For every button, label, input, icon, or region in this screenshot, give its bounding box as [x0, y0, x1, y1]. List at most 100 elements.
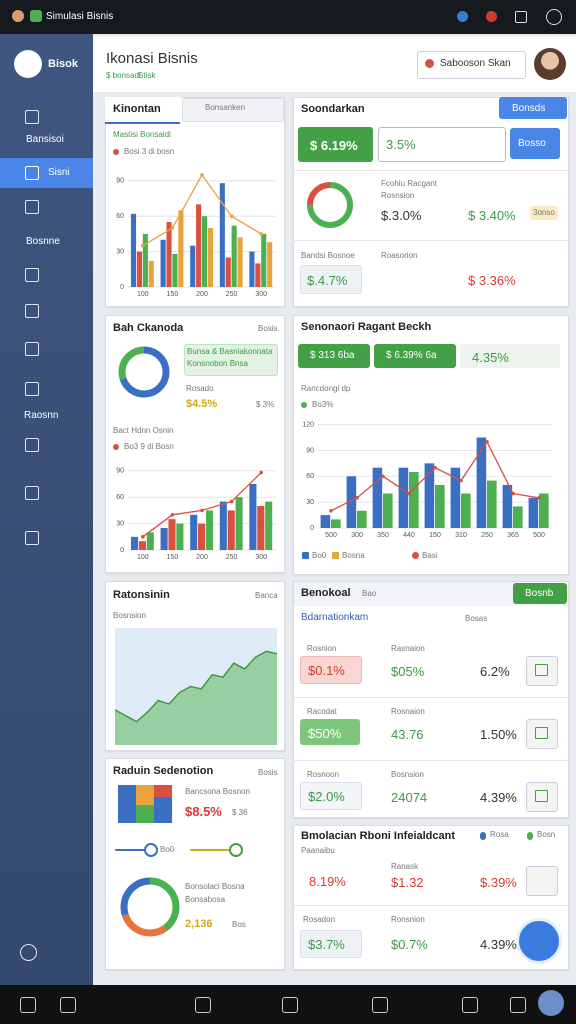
bar: [357, 510, 367, 528]
text-label: Bdarnationkam: [301, 612, 369, 623]
button[interactable]: [510, 128, 560, 159]
status-icon: [457, 11, 468, 22]
tab-active[interactable]: [105, 97, 180, 124]
line-point: [141, 243, 145, 248]
nav-button[interactable]: [60, 997, 76, 1013]
bar: [176, 523, 184, 550]
bar: [219, 183, 225, 287]
text-label: Bmolacian Rboni Infeialdcant: [301, 830, 456, 842]
bar: [320, 515, 331, 528]
bar: [450, 467, 461, 528]
chart: [307, 182, 353, 228]
line-point: [459, 478, 463, 483]
status-bar: [0, 0, 576, 34]
text-label[interactable]: Kinontan: [113, 103, 161, 115]
nav-button[interactable]: [282, 997, 298, 1013]
nav-icon[interactable]: [25, 166, 39, 180]
text-label[interactable]: Bansisoi: [26, 134, 64, 145]
value-box: [300, 265, 362, 294]
status-icon: [515, 11, 527, 23]
nav-button[interactable]: [510, 997, 526, 1013]
status-icon: [546, 9, 562, 25]
text-label[interactable]: Sabooson Skan: [440, 58, 511, 69]
text-label[interactable]: Bosnb: [525, 588, 554, 599]
legend-swatch: [412, 552, 419, 559]
bar: [261, 233, 267, 287]
slider-knob[interactable]: [229, 843, 243, 857]
text-label: $3.7%: [308, 937, 345, 952]
text-label[interactable]: Bosis: [258, 768, 278, 777]
bar: [227, 510, 235, 550]
text-label: Bosnsion: [391, 770, 424, 779]
value-box: [300, 782, 362, 810]
row-action[interactable]: [526, 656, 558, 686]
nav-avatar[interactable]: [538, 990, 564, 1016]
text-label: 43.76: [391, 727, 424, 742]
text-label: Bunsa & Basniakonnata: [187, 347, 273, 356]
text-label[interactable]: Bosso: [518, 138, 546, 149]
x-tick-label: 150: [167, 554, 179, 561]
text-label: Rosnion: [307, 644, 337, 653]
text-label[interactable]: Sisni: [48, 167, 70, 178]
text-label: 24074: [391, 790, 428, 805]
nav-button[interactable]: [20, 997, 36, 1013]
divider: [293, 760, 567, 761]
text-label: Bah Ckanoda: [113, 322, 184, 334]
text-label: Ranask: [391, 862, 419, 871]
text-label[interactable]: Bonsanken: [205, 103, 246, 112]
row-action[interactable]: [526, 782, 558, 812]
input[interactable]: [378, 127, 506, 162]
area: [115, 651, 277, 745]
button[interactable]: [499, 97, 567, 119]
y-tick-label: 0: [120, 547, 124, 554]
nav-icon[interactable]: [25, 304, 39, 318]
dropdown[interactable]: [417, 51, 526, 79]
text-label: Bact Hdnn Osnin: [113, 426, 174, 435]
note-box: [184, 344, 278, 376]
text-label[interactable]: Bosnne: [26, 236, 60, 247]
app-icon: [30, 10, 42, 22]
nav-icon[interactable]: [25, 382, 39, 396]
tab[interactable]: [182, 98, 284, 122]
nav-icon[interactable]: [25, 531, 39, 545]
slider-knob[interactable]: [144, 843, 158, 857]
text-label[interactable]: Banca: [255, 591, 278, 600]
nav-icon[interactable]: [25, 438, 39, 452]
row-action[interactable]: [526, 719, 558, 749]
bar: [166, 222, 172, 287]
nav-button[interactable]: [462, 997, 478, 1013]
text-label: Simulasi Bisnis: [46, 11, 114, 22]
nav-icon[interactable]: [25, 268, 39, 282]
text-label: 4.39%: [480, 937, 517, 952]
sidebar-active[interactable]: [0, 158, 93, 188]
line-point: [259, 232, 263, 236]
line-point: [200, 508, 204, 513]
nav-icon[interactable]: [25, 486, 39, 500]
y-tick-label: 90: [116, 178, 124, 185]
text-label[interactable]: 3.5%: [386, 137, 416, 152]
row-action[interactable]: [526, 866, 558, 896]
text-label[interactable]: Bonsds: [512, 103, 546, 114]
nav-button[interactable]: [195, 997, 211, 1013]
nav-icon[interactable]: [25, 200, 39, 214]
bar: [202, 216, 208, 287]
bar: [130, 213, 137, 287]
fab[interactable]: [516, 918, 562, 964]
help-icon[interactable]: [20, 944, 37, 961]
bar: [461, 493, 471, 528]
line-point: [381, 474, 385, 479]
text-label: 4.39%: [480, 790, 517, 805]
nav-icon[interactable]: [25, 110, 39, 124]
nav-button[interactable]: [372, 997, 388, 1013]
text-label[interactable]: Bosis: [258, 324, 278, 333]
text-label[interactable]: Raosnn: [24, 410, 59, 421]
tag: [530, 206, 558, 220]
bar: [207, 228, 214, 287]
button[interactable]: [513, 583, 567, 604]
value-box: [300, 656, 362, 684]
text-label: Bonsolaci Bosna: [185, 882, 245, 891]
bar: [178, 210, 184, 287]
nav-icon[interactable]: [25, 342, 39, 356]
text-label: Bos: [232, 920, 246, 929]
text-label: $ 3.40%: [468, 208, 516, 223]
